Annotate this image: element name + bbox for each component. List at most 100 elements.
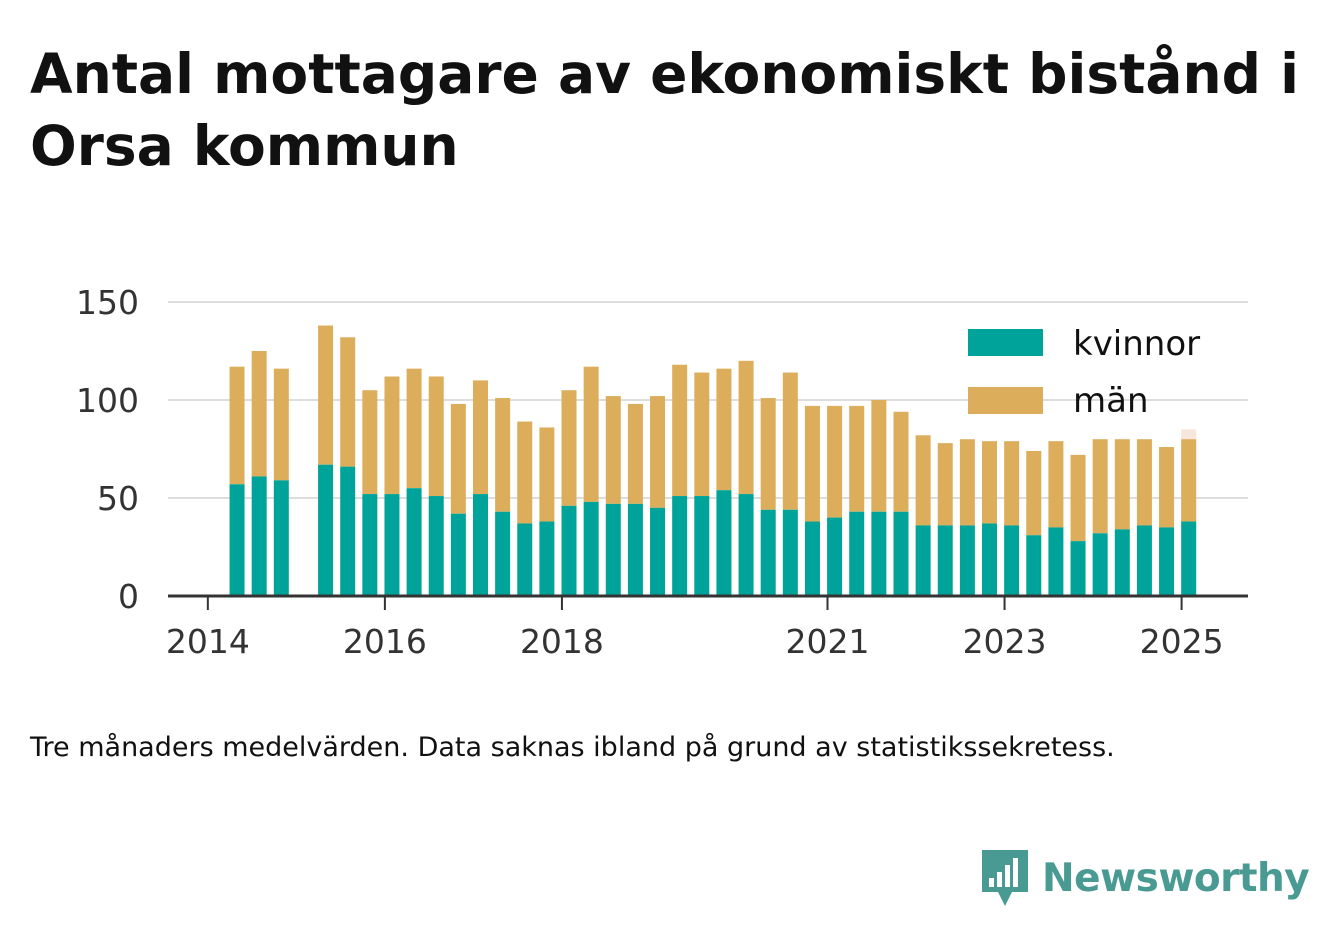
x-tick-label: 2025 — [1140, 622, 1224, 661]
x-tick-label: 2014 — [166, 622, 250, 661]
bar-kvinnor — [406, 488, 422, 596]
x-tick-label: 2016 — [343, 622, 427, 661]
bar-man — [406, 368, 422, 489]
bar-man — [694, 372, 710, 497]
bar-kvinnor — [627, 503, 643, 596]
bar-man — [472, 380, 488, 495]
bar-kvinnor — [849, 511, 865, 596]
x-tick-label: 2021 — [786, 622, 870, 661]
bar-man — [1048, 441, 1064, 528]
bar-man — [384, 376, 400, 495]
bar-man — [782, 372, 798, 510]
gridlines: 0 50 100 150 — [76, 283, 1248, 616]
bar-man — [517, 421, 533, 524]
bar-man — [849, 405, 865, 512]
legend-label-man: män — [1073, 381, 1149, 421]
bar-kvinnor — [1114, 529, 1130, 596]
bars — [229, 325, 1197, 596]
bar-kvinnor — [982, 523, 998, 596]
bar-kvinnor — [694, 496, 710, 596]
bar-man — [959, 439, 975, 526]
axes: 2014 2016 2018 2021 2023 2025 — [166, 594, 1248, 661]
bar-man — [738, 360, 754, 495]
bar-man — [915, 435, 931, 526]
bar-kvinnor — [672, 496, 688, 596]
bar-kvinnor — [1048, 527, 1064, 596]
bar-kvinnor — [517, 523, 533, 596]
y-tick-label: 0 — [118, 577, 139, 616]
bar-man — [340, 337, 356, 467]
footnote: Tre månaders medelvärden. Data saknas ib… — [30, 732, 1115, 763]
chart-title: Antal mottagare av ekonomiskt bistånd i … — [30, 42, 1300, 178]
bar-kvinnor — [915, 525, 931, 596]
bar-kvinnor — [1181, 521, 1197, 596]
legend: kvinnor män — [968, 324, 1200, 421]
x-tick-label: 2018 — [520, 622, 604, 661]
bar-man — [539, 427, 555, 522]
bar-man — [937, 443, 953, 526]
bar-kvinnor — [893, 511, 909, 596]
bar-man — [804, 405, 820, 522]
bar-kvinnor — [583, 501, 599, 596]
brand-name: Newsworthy — [1042, 855, 1310, 901]
bar-kvinnor — [716, 490, 732, 596]
bar-man — [605, 396, 621, 504]
legend-swatch-man — [968, 387, 1043, 414]
bar-kvinnor — [871, 511, 887, 596]
bar-man — [428, 376, 444, 497]
bar-kvinnor — [804, 521, 820, 596]
newsworthy-logo-icon — [982, 850, 1028, 906]
bar-kvinnor — [605, 503, 621, 596]
bar-man — [229, 366, 245, 485]
bar-chart: 0 50 100 150 2014 2016 2018 2021 2023 2025 kvinn… — [76, 283, 1248, 661]
y-tick-label: 100 — [76, 381, 139, 420]
bar-kvinnor — [782, 509, 798, 596]
bar-kvinnor — [937, 525, 953, 596]
bar-man — [450, 403, 466, 514]
bar-man — [273, 368, 289, 481]
bar-man — [982, 441, 998, 524]
bar-man — [672, 364, 688, 497]
bar-man — [1136, 439, 1152, 526]
bar-kvinnor — [273, 480, 289, 596]
y-tick-label: 50 — [97, 479, 139, 518]
bar-man — [251, 351, 267, 477]
bar-man — [318, 325, 334, 465]
bar-man — [1004, 441, 1020, 526]
bar-kvinnor — [1026, 535, 1042, 596]
bar-kvinnor — [650, 507, 666, 596]
bar-man — [1159, 447, 1175, 528]
bar-kvinnor — [472, 494, 488, 596]
bar-kvinnor — [450, 513, 466, 596]
bar-man — [561, 390, 577, 506]
bar-man — [583, 366, 599, 502]
bar-kvinnor — [1136, 525, 1152, 596]
bar-kvinnor — [495, 511, 511, 596]
bar-man — [1114, 439, 1130, 530]
legend-swatch-kvinnor — [968, 329, 1043, 356]
bar-kvinnor — [760, 509, 776, 596]
bar-man — [1181, 439, 1197, 522]
bar-kvinnor — [340, 466, 356, 596]
bar-kvinnor — [1092, 533, 1108, 596]
bar-kvinnor — [251, 476, 267, 596]
y-tick-label: 150 — [76, 283, 139, 322]
bar-man — [893, 411, 909, 512]
bar-man — [362, 390, 378, 495]
bar-kvinnor — [428, 496, 444, 596]
bar-kvinnor — [561, 505, 577, 596]
bar-man — [716, 368, 732, 491]
bar-man — [827, 405, 843, 518]
bar-man — [650, 396, 666, 508]
bar-man — [495, 398, 511, 512]
bar-man — [871, 400, 887, 512]
bar-kvinnor — [738, 494, 754, 596]
bar-man — [1092, 439, 1108, 534]
bar-kvinnor — [827, 517, 843, 596]
bar-man — [627, 403, 643, 504]
bar-kvinnor — [1159, 527, 1175, 596]
brand-logo: Newsworthy — [980, 848, 1310, 908]
bar-kvinnor — [384, 494, 400, 596]
bar-kvinnor — [539, 521, 555, 596]
bar-kvinnor — [362, 494, 378, 596]
